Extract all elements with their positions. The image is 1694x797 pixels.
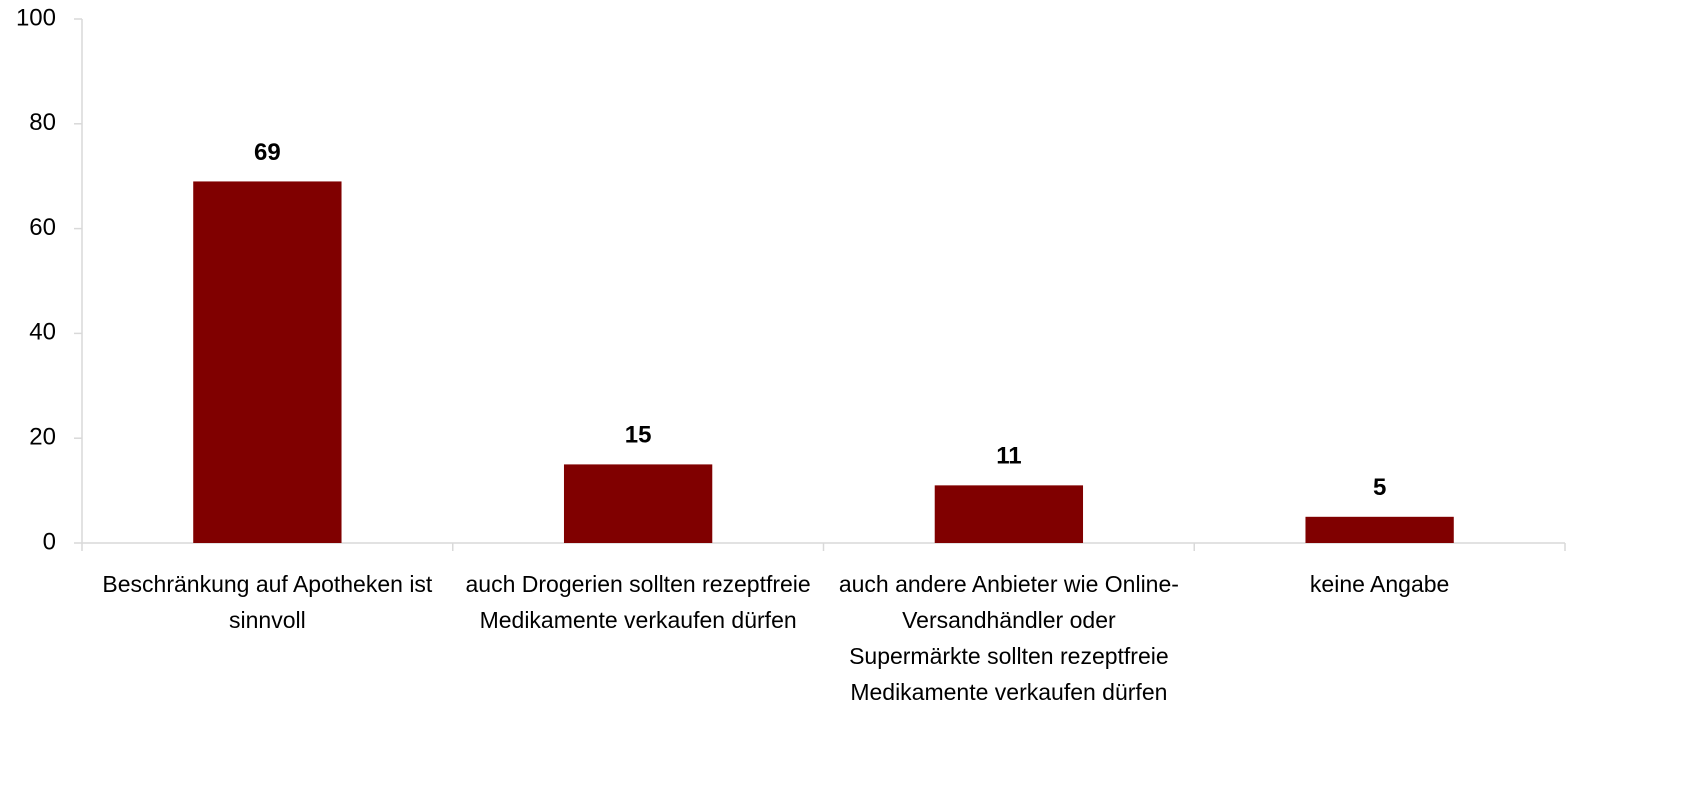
bar: [563, 464, 713, 543]
y-tick-label: 60: [29, 214, 56, 241]
bar: [193, 181, 342, 543]
x-tick-label: Beschränkung auf Apotheken ist sinnvoll: [102, 571, 433, 633]
bar: [1305, 516, 1454, 543]
value-label: 69: [254, 139, 281, 166]
bar: [934, 485, 1084, 543]
y-tick-label: 80: [29, 109, 56, 136]
x-tick-label: keine Angabe: [1309, 571, 1450, 597]
y-tick-label: 40: [29, 319, 56, 346]
y-tick-label: 20: [29, 424, 56, 451]
x-tick-label: auch andere Anbieter wie Online-Versandh…: [838, 571, 1179, 705]
value-label: 15: [625, 422, 652, 449]
value-label: 11: [996, 443, 1021, 470]
y-tick-label: 100: [16, 4, 56, 31]
y-tick-label: 0: [43, 528, 56, 555]
x-tick-label: auch Drogerien sollten rezeptfreie Medik…: [465, 571, 811, 633]
value-label: 5: [1373, 474, 1386, 501]
